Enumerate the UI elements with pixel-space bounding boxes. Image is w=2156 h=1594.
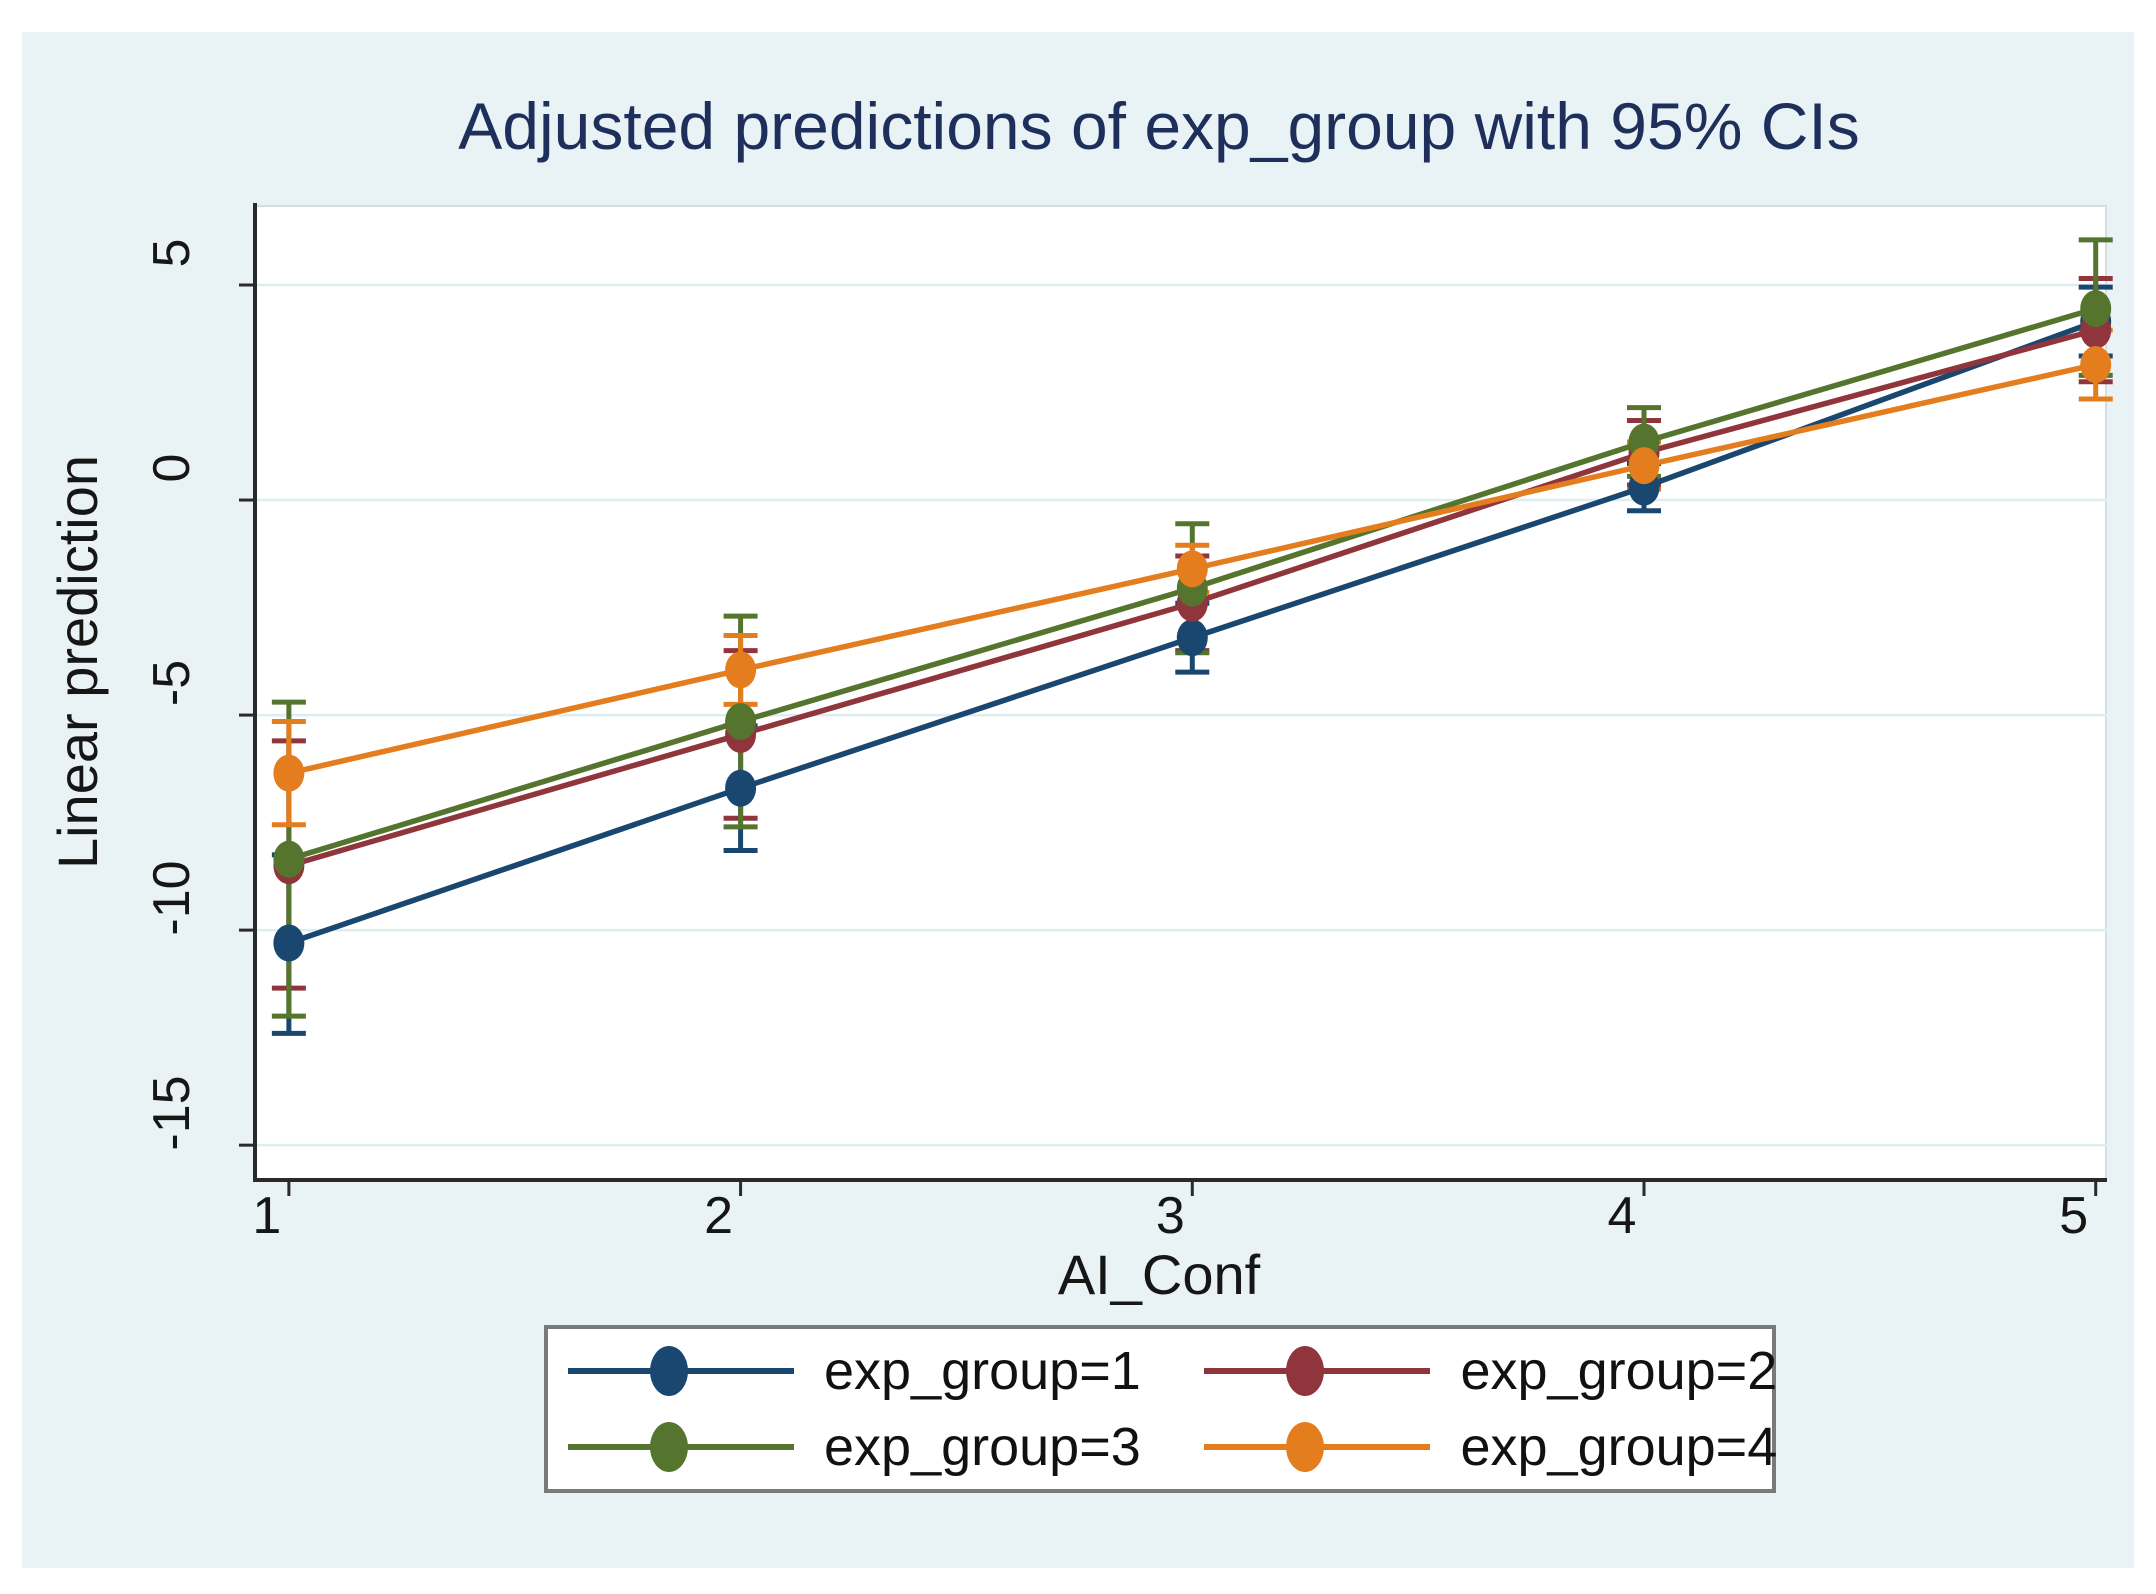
legend-marker <box>650 1422 688 1472</box>
legend-entry: exp_group=4 <box>1184 1414 1777 1480</box>
data-point-exp_group=4 <box>1176 550 1208 588</box>
legend-key-exp_group=2 <box>1204 1346 1431 1396</box>
data-point-exp_group=4 <box>2080 346 2112 384</box>
figure-background: Adjusted predictions of exp_group with 9… <box>22 32 2134 1568</box>
y-tick-label: -15 <box>143 1075 201 1151</box>
legend-marker <box>650 1346 688 1396</box>
x-tick-label: 2 <box>704 1187 734 1245</box>
legend-label: exp_group=2 <box>1460 1341 1778 1401</box>
legend-key-exp_group=1 <box>568 1346 794 1396</box>
data-point-exp_group=4 <box>1628 447 1660 485</box>
x-tick-label: 1 <box>252 1187 282 1245</box>
y-tick-label: 0 <box>143 453 201 483</box>
legend-marker <box>1286 1422 1325 1472</box>
chart-title: Adjusted predictions of exp_group with 9… <box>458 89 1860 163</box>
legend-marker <box>1286 1346 1325 1396</box>
y-tick-label: -10 <box>143 860 201 936</box>
legend-entry: exp_group=3 <box>548 1414 1184 1480</box>
y-tick-label: 5 <box>143 238 201 268</box>
x-tick-label: 3 <box>1155 1187 1185 1245</box>
x-tick-label: 4 <box>1607 1187 1637 1245</box>
x-tick-label: 5 <box>2059 1187 2089 1245</box>
legend: exp_group=1 exp_group=2 exp_group=3 exp_gro… <box>544 1325 1777 1493</box>
legend-label: exp_group=1 <box>824 1341 1141 1401</box>
data-point-exp_group=1 <box>273 924 305 962</box>
data-point-exp_group=4 <box>273 754 305 792</box>
data-point-exp_group=3 <box>273 840 305 878</box>
legend-label: exp_group=3 <box>824 1417 1141 1477</box>
legend-entry: exp_group=1 <box>548 1338 1184 1404</box>
x-axis-title: AI_Conf <box>1057 1243 1261 1306</box>
legend-label: exp_group=4 <box>1460 1417 1778 1477</box>
y-axis-title: Linear prediction <box>46 454 109 870</box>
plot-area <box>255 205 2107 1180</box>
legend-key-exp_group=4 <box>1204 1422 1431 1472</box>
data-point-exp_group=1 <box>725 769 757 807</box>
data-point-exp_group=1 <box>1176 619 1208 657</box>
data-point-exp_group=4 <box>725 651 757 689</box>
legend-entry: exp_group=2 <box>1184 1338 1777 1404</box>
chart-canvas <box>239 203 2113 1196</box>
data-point-exp_group=3 <box>725 703 757 741</box>
data-point-exp_group=3 <box>2080 290 2112 328</box>
y-tick-label: -5 <box>143 659 201 707</box>
legend-key-exp_group=3 <box>568 1422 794 1472</box>
